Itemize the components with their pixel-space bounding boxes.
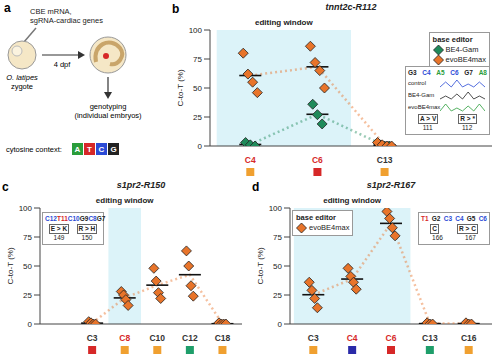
svg-text:C-to-T (%): C-to-T (%) [176,69,185,107]
svg-text:C: C [99,145,105,154]
svg-text:C6: C6 [312,155,323,165]
svg-text:T: T [87,145,92,154]
svg-text:C4: C4 [245,155,256,165]
svg-text:C4: C4 [347,333,358,343]
html-text:111: 111 [422,124,433,131]
html-text:R > C: R > C [459,225,476,232]
html-text:base editor: base editor [296,213,336,222]
svg-text:C16: C16 [461,333,477,343]
svg-text:75: 75 [193,55,202,64]
html-text:c: c [2,180,9,194]
html-text:evoBE4max: evoBE4max [445,55,486,64]
html-text:G3: G3 [408,69,417,76]
svg-text:75: 75 [23,233,32,242]
svg-text:CBE mRNA,: CBE mRNA, [30,7,72,16]
svg-text:C12: C12 [182,333,198,343]
svg-text:C3: C3 [87,333,98,343]
svg-text:cytosine context:: cytosine context: [6,145,62,154]
svg-text:C6: C6 [386,333,397,343]
svg-text:G: G [110,145,116,154]
html-text:tnnt2c-R112: tnnt2c-R112 [325,2,377,12]
html-text:evoBE4max: evoBE4max [408,104,441,110]
svg-text:0: 0 [198,142,203,151]
html-text:150: 150 [81,234,93,241]
html-text:149: 149 [53,234,65,241]
html-text:evoBE4max: evoBE4max [309,223,350,232]
html-text:A8: A8 [478,69,487,76]
svg-text:C18: C18 [215,333,231,343]
html-text:s1pr2-R150: s1pr2-R150 [116,180,166,190]
svg-text:50: 50 [273,262,282,271]
html-text:T1 G2 C3: T1 G2 C3 [421,215,452,222]
html-text:A > V: A > V [420,115,437,122]
html-text:C4: C4 [422,69,431,76]
html-text:d: d [252,180,260,194]
svg-text:O. latipes: O. latipes [6,73,38,82]
svg-text:100: 100 [19,204,33,213]
svg-text:C13: C13 [377,155,393,165]
html-text:s1pr2-R167: s1pr2-R167 [366,180,416,190]
svg-text:C-to-T (%): C-to-T (%) [256,247,265,285]
svg-text:50: 50 [193,84,202,93]
svg-text:C8: C8 [119,333,130,343]
svg-text:0: 0 [278,320,283,329]
svg-text:C13: C13 [422,333,438,343]
html-text:C4 G5 C6: C4 G5 C6 [455,215,487,222]
html-text:control: control [408,80,426,86]
html-text:C12 T11 C10 G9 C8 G7: C12 T11 C10 G9 C8 G7 [45,215,106,222]
svg-text:A: A [75,145,81,154]
html-text:166: 166 [432,234,443,241]
svg-text:100: 100 [269,204,283,213]
svg-text:25: 25 [273,291,282,300]
svg-text:zygote: zygote [11,82,33,91]
svg-text:0: 0 [28,320,33,329]
html-text:b: b [172,2,180,16]
svg-text:(individual embryos): (individual embryos) [74,111,142,120]
svg-text:100: 100 [189,26,203,35]
html-text:G7: G7 [464,69,473,76]
svg-text:editing window: editing window [96,196,155,205]
html-text:C: C [432,225,437,232]
svg-text:25: 25 [23,291,32,300]
svg-text:C10: C10 [149,333,165,343]
svg-text:75: 75 [273,233,282,242]
svg-text:editing window: editing window [255,18,314,27]
svg-text:4 dpf: 4 dpf [54,60,72,69]
html-text:E > K: E > K [50,225,68,232]
svg-text:sgRNA-cardiac genes: sgRNA-cardiac genes [30,16,103,25]
svg-text:editing window: editing window [323,196,382,205]
svg-text:C-to-T (%): C-to-T (%) [6,247,15,285]
svg-text:genotyping: genotyping [90,102,127,111]
html-text:base editor: base editor [432,35,473,44]
html-text:BE4-Gam: BE4-Gam [445,45,479,54]
html-text:112: 112 [461,124,473,131]
html-text:R > *: R > * [460,115,475,122]
html-text:167: 167 [465,234,476,241]
svg-text:a: a [4,1,11,15]
html-text:BE4-Gam: BE4-Gam [408,92,435,98]
html-text:A5: A5 [436,69,445,76]
html-text:R > H: R > H [78,225,96,232]
svg-text:C3: C3 [308,333,319,343]
svg-text:50: 50 [23,262,32,271]
html-text:C6: C6 [450,69,459,76]
svg-text:25: 25 [193,113,202,122]
